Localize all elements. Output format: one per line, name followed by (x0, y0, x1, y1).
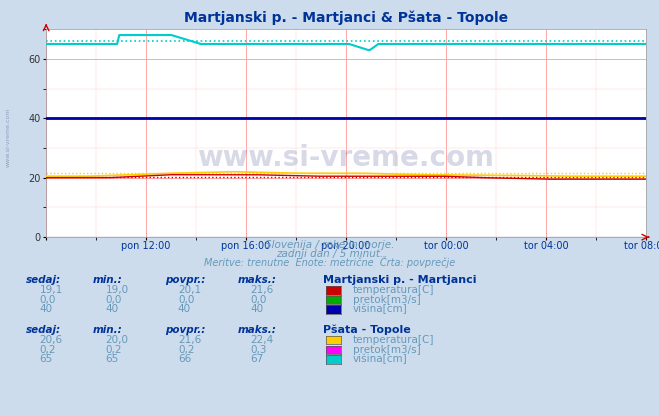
Text: Pšata - Topole: Pšata - Topole (323, 324, 411, 335)
Text: www.si-vreme.com: www.si-vreme.com (198, 144, 494, 172)
Text: višina[cm]: višina[cm] (353, 354, 407, 364)
Text: 40: 40 (40, 305, 53, 314)
Text: 20,1: 20,1 (178, 285, 201, 295)
Text: 40: 40 (178, 305, 191, 314)
Text: 20,0: 20,0 (105, 335, 129, 345)
Text: 66: 66 (178, 354, 191, 364)
Text: temperatura[C]: temperatura[C] (353, 335, 434, 345)
Text: 19,1: 19,1 (40, 285, 63, 295)
Text: 0,3: 0,3 (250, 345, 267, 355)
Text: 22,4: 22,4 (250, 335, 273, 345)
Text: Martjanski p. - Martjanci: Martjanski p. - Martjanci (323, 275, 476, 285)
Text: 67: 67 (250, 354, 264, 364)
Text: 0,2: 0,2 (178, 345, 194, 355)
Text: 0,0: 0,0 (178, 295, 194, 305)
Text: 0,0: 0,0 (105, 295, 122, 305)
Text: pretok[m3/s]: pretok[m3/s] (353, 345, 420, 355)
Text: 20,6: 20,6 (40, 335, 63, 345)
Text: sedaj:: sedaj: (26, 275, 61, 285)
Text: 40: 40 (250, 305, 264, 314)
Text: 65: 65 (40, 354, 53, 364)
Text: 65: 65 (105, 354, 119, 364)
Title: Martjanski p. - Martjanci & Pšata - Topole: Martjanski p. - Martjanci & Pšata - Topo… (184, 11, 508, 25)
Text: min.:: min.: (92, 325, 122, 335)
Text: pretok[m3/s]: pretok[m3/s] (353, 295, 420, 305)
Text: Slovenija / reke in morje.: Slovenija / reke in morje. (265, 240, 394, 250)
Text: 21,6: 21,6 (250, 285, 273, 295)
Text: povpr.:: povpr.: (165, 275, 205, 285)
Text: 21,6: 21,6 (178, 335, 201, 345)
Text: 0,0: 0,0 (40, 295, 56, 305)
Text: maks.:: maks.: (237, 275, 276, 285)
Text: temperatura[C]: temperatura[C] (353, 285, 434, 295)
Text: povpr.:: povpr.: (165, 325, 205, 335)
Text: maks.:: maks.: (237, 325, 276, 335)
Text: Meritve: trenutne  Enote: metrične  Črta: povprečje: Meritve: trenutne Enote: metrične Črta: … (204, 256, 455, 268)
Text: zadnji dan / 5 minut.: zadnji dan / 5 minut. (276, 249, 383, 259)
Text: 19,0: 19,0 (105, 285, 129, 295)
Text: 40: 40 (105, 305, 119, 314)
Text: min.:: min.: (92, 275, 122, 285)
Text: 0,2: 0,2 (40, 345, 56, 355)
Text: 0,0: 0,0 (250, 295, 267, 305)
Text: www.si-vreme.com: www.si-vreme.com (6, 107, 11, 167)
Text: 0,2: 0,2 (105, 345, 122, 355)
Text: sedaj:: sedaj: (26, 325, 61, 335)
Text: višina[cm]: višina[cm] (353, 304, 407, 314)
